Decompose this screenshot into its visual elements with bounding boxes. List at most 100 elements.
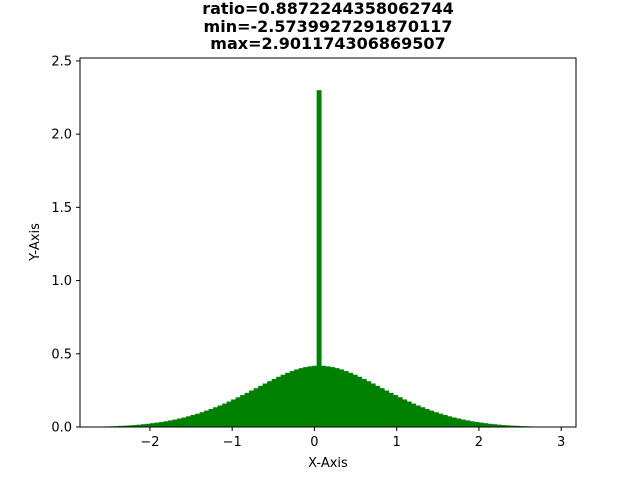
- histogram-bar: [199, 412, 205, 427]
- histogram-bar: [222, 403, 228, 427]
- histogram-bar: [267, 381, 273, 427]
- histogram-bar: [388, 392, 394, 427]
- histogram-bars: [105, 90, 556, 428]
- histogram-bar: [505, 425, 511, 427]
- histogram-bar: [393, 395, 399, 427]
- chart-title: ratio=0.8872244358062744 min=-2.57399272…: [202, 0, 454, 53]
- histogram-bar: [150, 423, 155, 427]
- histogram-bar: [406, 401, 412, 427]
- histogram-bar: [285, 372, 291, 427]
- histogram-bar: [343, 371, 349, 427]
- title-line-max: max=2.901174306869507: [210, 34, 445, 53]
- histogram-bar: [415, 405, 421, 427]
- histogram-bar: [168, 420, 174, 427]
- histogram-bar: [181, 417, 187, 427]
- histogram-bar: [195, 413, 200, 427]
- histogram-bar: [510, 425, 516, 427]
- histogram-bar: [474, 422, 480, 427]
- histogram-bar: [213, 407, 218, 427]
- y-axis-label: Y-Axis: [28, 223, 43, 262]
- y-tick-label: 0.0: [51, 421, 72, 436]
- y-tick-label: 1.5: [51, 201, 72, 216]
- y-axis-ticks: 0.0 0.5 1.0 1.5 2.0 2.5: [51, 54, 80, 436]
- histogram-bar: [496, 424, 502, 427]
- histogram-bar: [487, 423, 493, 427]
- x-axis-ticks: −2 −1 0 1 2 3: [140, 427, 565, 450]
- histogram-bar: [244, 392, 250, 427]
- histogram-bar: [501, 425, 507, 427]
- histogram-bar: [402, 399, 408, 427]
- x-tick-label: 0: [310, 435, 318, 450]
- histogram-bar: [298, 368, 304, 427]
- histogram-bar: [451, 417, 457, 427]
- histogram-bar: [303, 367, 309, 427]
- histogram-bar: [204, 410, 210, 427]
- y-tick-label: 0.5: [51, 347, 72, 362]
- histogram-bar: [312, 365, 318, 427]
- histogram-bar: [321, 365, 327, 427]
- histogram-bar: [460, 419, 466, 427]
- histogram-bar: [231, 399, 237, 427]
- histogram-bar: [258, 385, 264, 427]
- histogram-bar: [397, 397, 403, 427]
- histogram-bar: [132, 425, 137, 427]
- histogram-bar: [375, 385, 381, 427]
- histogram-bar: [492, 424, 498, 427]
- y-tick-label: 2.0: [51, 128, 72, 143]
- x-tick-label: −1: [223, 435, 242, 450]
- histogram-bar: [366, 381, 372, 427]
- histogram-bar: [136, 424, 142, 427]
- histogram-bar: [316, 90, 322, 428]
- histogram-bar: [253, 388, 259, 427]
- x-tick-label: 1: [393, 435, 401, 450]
- histogram-bar: [348, 372, 354, 427]
- x-tick-label: 3: [557, 435, 565, 450]
- histogram-bar: [276, 376, 282, 427]
- y-tick-label: 1.0: [51, 274, 72, 289]
- histogram-bar: [442, 414, 448, 427]
- histogram-bar: [334, 368, 340, 427]
- x-axis-label: X-Axis: [308, 456, 348, 471]
- histogram-bar: [208, 408, 214, 427]
- histogram-bar: [361, 378, 367, 427]
- histogram-bar: [325, 366, 331, 427]
- histogram-bar: [456, 418, 462, 427]
- histogram-bar: [465, 420, 471, 427]
- histogram-bar: [123, 425, 128, 427]
- histogram-bar: [118, 425, 124, 427]
- histogram-bar: [339, 369, 345, 427]
- histogram-bar: [478, 422, 484, 427]
- histogram-bar: [186, 416, 192, 427]
- histogram-bar: [411, 403, 417, 427]
- x-tick-label: 2: [475, 435, 483, 450]
- histogram-bar: [226, 401, 232, 427]
- histogram-bar: [438, 413, 444, 427]
- histogram-bar: [145, 423, 151, 427]
- histogram-bar: [384, 390, 390, 427]
- plot-area-frame: [79, 57, 577, 428]
- histogram-bar: [163, 421, 169, 427]
- histogram-bar: [154, 422, 160, 427]
- histogram-bar: [429, 410, 435, 427]
- histogram-bar: [217, 405, 223, 427]
- histogram-bar: [271, 378, 277, 427]
- histogram-bar: [424, 408, 430, 427]
- histogram-bar: [177, 418, 182, 427]
- histogram-bar: [357, 376, 363, 427]
- histogram-bar: [420, 407, 426, 427]
- title-line-ratio: ratio=0.8872244358062744: [202, 0, 454, 18]
- histogram-bar: [483, 423, 489, 427]
- histogram-bar: [352, 374, 358, 427]
- histogram-bar: [127, 425, 133, 427]
- x-tick-label: −2: [140, 435, 159, 450]
- histogram-bar: [294, 369, 300, 427]
- y-tick-label: 2.5: [51, 54, 72, 69]
- histogram-bar: [514, 425, 520, 427]
- histogram-bar: [370, 383, 376, 427]
- histogram-bar: [235, 397, 241, 427]
- histogram-bar: [289, 371, 295, 427]
- histogram-bar: [379, 388, 385, 427]
- histogram-bar: [190, 414, 196, 427]
- histogram-bar: [172, 419, 178, 427]
